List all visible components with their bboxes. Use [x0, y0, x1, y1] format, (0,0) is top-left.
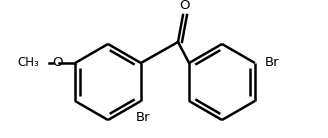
Text: Br: Br: [265, 56, 279, 70]
Text: CH₃: CH₃: [17, 56, 39, 70]
Text: Br: Br: [135, 111, 150, 124]
Text: O: O: [52, 56, 62, 70]
Text: O: O: [180, 0, 190, 12]
